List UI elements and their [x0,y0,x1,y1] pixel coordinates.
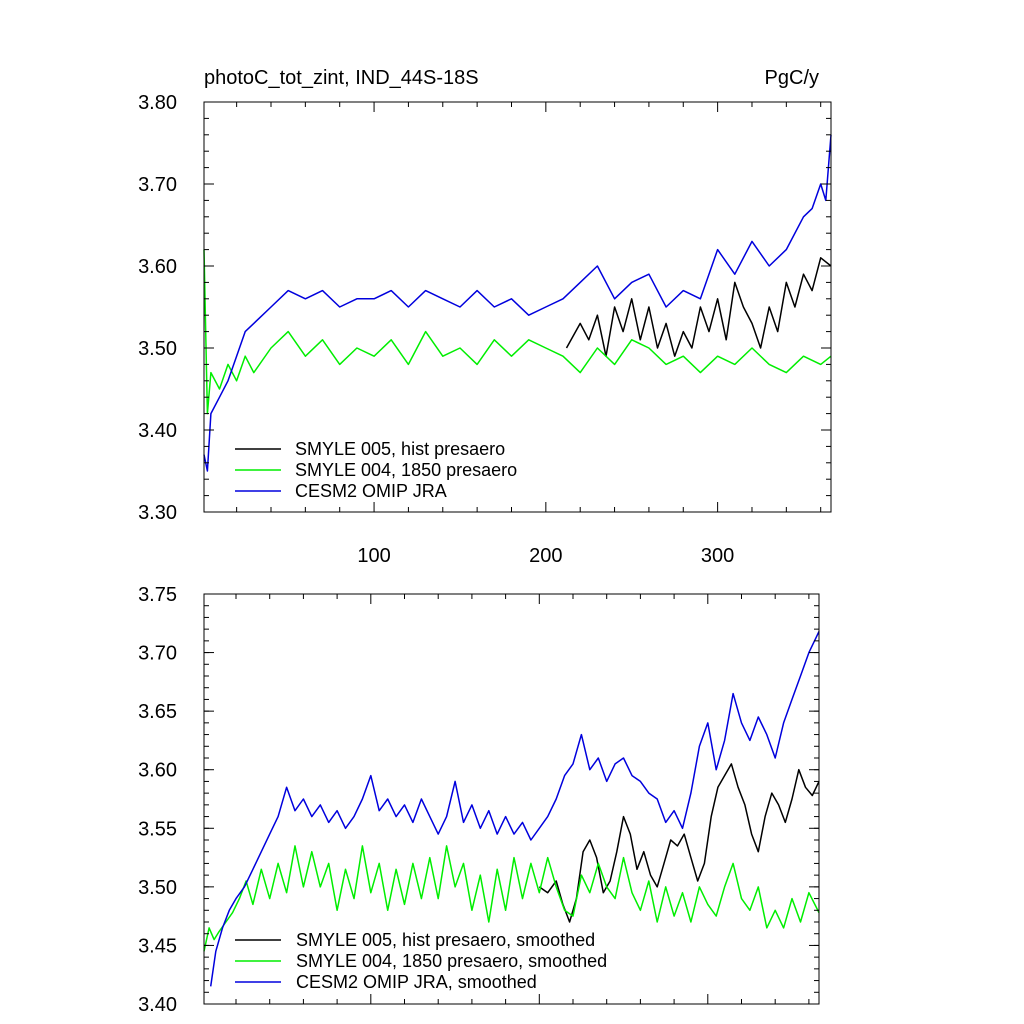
top-xtick-label: 200 [529,545,562,567]
top-ytick-label: 3.50 [138,338,177,360]
top-series-line-cesm2 [203,134,832,472]
top-legend-label-smyle004: SMYLE 004, 1850 presaero [295,460,517,480]
bottom-panel-axes: 3.40 3.45 3.50 3.55 3.60 3.65 3.70 3.75 [138,584,819,1016]
bottom-legend-label-smyle005: SMYLE 005, hist presaero, smoothed [296,930,595,950]
bottom-series-line-cesm2 [209,631,820,987]
top-ytick-label: 3.30 [138,502,177,524]
top-ytick-label: 3.40 [138,420,177,442]
top-panel-units: PgC/y [765,67,819,89]
bottom-ytick-label: 3.55 [138,818,177,840]
bottom-panel-frame [203,593,820,1005]
top-legend: SMYLE 005, hist presaero SMYLE 004, 1850… [235,439,517,501]
bottom-legend-label-smyle004: SMYLE 004, 1850 presaero, smoothed [296,951,607,971]
bottom-series-line-smyle005 [538,763,820,923]
bottom-ytick-label: 3.65 [138,701,177,723]
bottom-panel: 3.40 3.45 3.50 3.55 3.60 3.65 3.70 3.75 SMYLE 0… [138,584,820,1016]
bottom-ytick-label: 3.60 [138,760,177,782]
top-ytick-label: 3.80 [138,92,177,114]
bottom-ytick-label: 3.50 [138,877,177,899]
top-series-line-smyle005 [565,257,832,357]
top-xtick-label: 300 [701,545,734,567]
top-panel: photoC_tot_zint, IND_44S-18S PgC/y 3.30 3… [138,67,832,567]
top-legend-label-smyle005: SMYLE 005, hist presaero [295,439,505,459]
bottom-series-line-smyle004 [203,845,820,952]
top-ytick-label: 3.70 [138,174,177,196]
bottom-ytick-label: 3.45 [138,935,177,957]
top-xtick-label: 100 [357,545,390,567]
bottom-legend-label-cesm2: CESM2 OMIP JRA, smoothed [296,972,537,992]
top-panel-title: photoC_tot_zint, IND_44S-18S [204,67,479,89]
bottom-ytick-label: 3.75 [138,584,177,606]
top-ytick-label: 3.60 [138,256,177,278]
bottom-ytick-label: 3.70 [138,643,177,665]
top-panel-series-group [203,134,832,472]
bottom-legend: SMYLE 005, hist presaero, smoothed SMYLE… [235,930,607,992]
top-series-line-smyle004 [203,249,832,415]
top-legend-label-cesm2: CESM2 OMIP JRA [295,481,447,501]
bottom-panel-series-group [203,631,820,987]
top-panel-frame [203,101,832,513]
bottom-ytick-label: 3.40 [138,994,177,1016]
